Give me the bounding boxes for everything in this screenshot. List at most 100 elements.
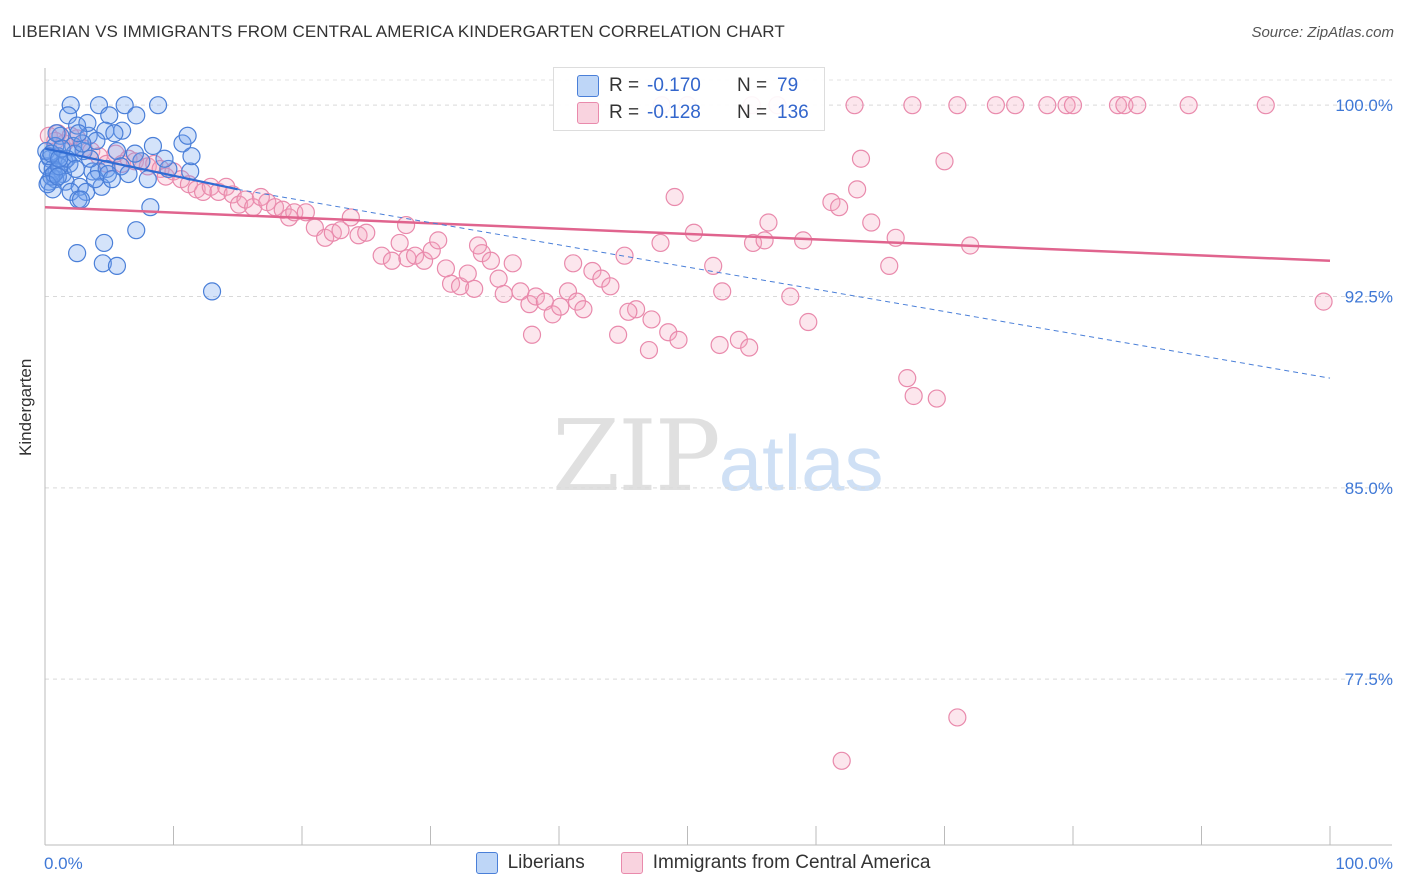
point-central-america bbox=[396, 215, 416, 235]
point-liberians bbox=[138, 170, 157, 189]
point-liberians bbox=[48, 167, 67, 186]
point-central-america bbox=[390, 233, 409, 253]
point-central-america bbox=[830, 198, 849, 217]
point-central-america bbox=[948, 708, 967, 727]
point-liberians bbox=[178, 126, 197, 145]
point-central-america bbox=[904, 386, 923, 406]
point-liberians bbox=[78, 113, 97, 133]
point-liberians bbox=[105, 124, 124, 143]
stats-legend: R = -0.170 N = 79 R = -0.128 N = 136 bbox=[553, 67, 825, 131]
point-liberians bbox=[100, 106, 119, 125]
point-liberians bbox=[125, 144, 145, 163]
legend-swatch-liberians bbox=[475, 852, 498, 874]
point-central-america bbox=[422, 241, 441, 260]
legend-label-central-america: Immigrants from Central America bbox=[652, 852, 931, 873]
point-central-america bbox=[382, 251, 402, 270]
point-central-america bbox=[794, 231, 813, 250]
legend-item-liberians[interactable]: Liberians bbox=[475, 852, 585, 874]
point-central-america bbox=[1057, 96, 1076, 115]
series-legend: Liberians Immigrants from Central Americ… bbox=[0, 852, 1406, 874]
trendline-liberians-extension bbox=[237, 188, 1331, 379]
point-central-america bbox=[503, 254, 522, 273]
point-central-america bbox=[601, 277, 620, 296]
point-central-america bbox=[755, 231, 774, 250]
point-liberians bbox=[182, 147, 201, 166]
legend-r-label: R = bbox=[609, 102, 640, 123]
point-central-america bbox=[669, 330, 688, 349]
point-central-america bbox=[845, 96, 864, 115]
point-central-america bbox=[331, 221, 350, 240]
point-central-america bbox=[551, 297, 570, 316]
point-liberians bbox=[68, 244, 87, 263]
point-central-america bbox=[574, 300, 593, 319]
point-central-america bbox=[522, 325, 542, 344]
point-liberians bbox=[102, 170, 121, 189]
point-central-america bbox=[1038, 96, 1057, 115]
trendline-liberians bbox=[44, 147, 238, 191]
point-central-america bbox=[759, 213, 778, 232]
legend-row-central-america: R = -0.128 N = 136 bbox=[554, 100, 809, 126]
point-central-america bbox=[1314, 292, 1333, 311]
point-central-america bbox=[481, 251, 500, 270]
point-central-america bbox=[494, 284, 513, 304]
point-central-america bbox=[489, 269, 508, 288]
point-liberians bbox=[155, 149, 174, 168]
point-central-america bbox=[615, 246, 634, 265]
point-central-america bbox=[710, 335, 729, 355]
point-central-america bbox=[781, 287, 800, 306]
y-tick-label: 92.5% bbox=[1345, 288, 1393, 307]
point-central-america bbox=[1128, 96, 1147, 115]
point-central-america bbox=[564, 254, 583, 273]
point-central-america bbox=[862, 213, 881, 232]
point-liberians bbox=[95, 233, 114, 253]
point-liberians bbox=[107, 256, 127, 275]
watermark-zip: ZIP bbox=[552, 400, 721, 514]
point-central-america bbox=[740, 338, 759, 357]
point-liberians bbox=[47, 124, 66, 143]
y-tick-label: 77.5% bbox=[1345, 670, 1393, 689]
legend-n-label: N = bbox=[737, 102, 768, 123]
point-central-america bbox=[642, 310, 661, 329]
point-central-america bbox=[684, 223, 704, 242]
point-central-america bbox=[651, 233, 670, 253]
point-central-america bbox=[986, 96, 1006, 115]
point-central-america bbox=[543, 305, 562, 324]
point-central-america bbox=[429, 231, 448, 250]
legend-item-central-america[interactable]: Immigrants from Central America bbox=[620, 852, 931, 874]
point-liberians bbox=[143, 136, 163, 156]
point-central-america bbox=[743, 233, 763, 253]
point-central-america bbox=[357, 223, 376, 242]
point-central-america bbox=[851, 149, 871, 168]
point-central-america bbox=[341, 208, 360, 227]
point-central-america bbox=[236, 190, 255, 209]
point-central-america bbox=[799, 312, 818, 332]
legend-r-value: -0.128 bbox=[647, 102, 701, 123]
y-tick-label: 100.0% bbox=[1335, 96, 1393, 115]
point-liberians bbox=[87, 131, 106, 150]
point-central-america bbox=[619, 302, 638, 321]
point-central-america bbox=[296, 203, 315, 222]
point-liberians bbox=[115, 96, 134, 115]
legend-r-label: R = bbox=[609, 75, 640, 96]
legend-r-value: -0.170 bbox=[647, 75, 701, 96]
point-central-america bbox=[1179, 96, 1198, 115]
legend-label-liberians: Liberians bbox=[507, 852, 585, 873]
legend-n-value: 136 bbox=[777, 102, 809, 123]
point-liberians bbox=[127, 106, 146, 125]
legend-swatch-liberians bbox=[577, 75, 599, 97]
point-central-america bbox=[935, 152, 954, 171]
point-liberians bbox=[73, 134, 92, 153]
point-central-america bbox=[1006, 96, 1025, 115]
point-central-america bbox=[665, 187, 684, 207]
trendline-central-america bbox=[44, 205, 1331, 263]
point-liberians bbox=[148, 96, 168, 115]
point-liberians bbox=[59, 106, 78, 125]
point-central-america bbox=[458, 264, 477, 283]
point-central-america bbox=[1256, 96, 1275, 115]
point-central-america bbox=[558, 282, 578, 301]
point-central-america bbox=[832, 751, 851, 770]
source-credit: Source: ZipAtlas.com bbox=[1251, 24, 1394, 41]
point-liberians bbox=[141, 198, 160, 217]
point-central-america bbox=[848, 180, 867, 199]
